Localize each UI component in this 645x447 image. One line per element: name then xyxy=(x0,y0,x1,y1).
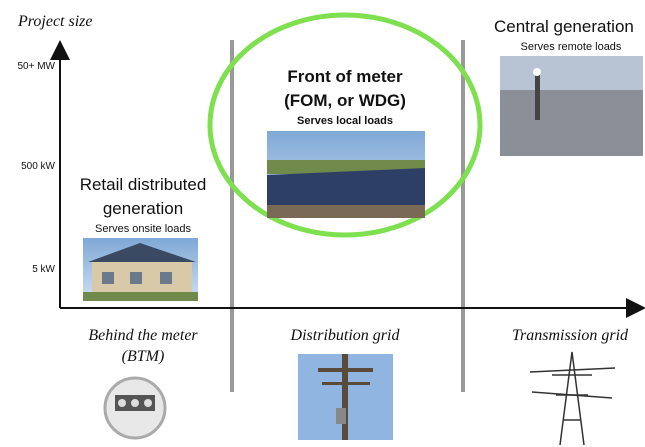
segment-title: Retail distributed xyxy=(80,175,207,194)
segment-title: generation xyxy=(103,199,183,218)
zone-label: Distribution grid xyxy=(290,327,401,344)
solar-tower-photo xyxy=(500,56,643,156)
solar-farm-photo xyxy=(267,131,425,218)
segment-subtitle: Serves local loads xyxy=(297,115,393,127)
segment-title: Central generation xyxy=(494,17,634,36)
house-photo xyxy=(83,238,198,301)
zone-label: (BTM) xyxy=(122,348,165,365)
segment-subtitle: Serves remote loads xyxy=(521,41,622,53)
axis-title: Project size xyxy=(17,13,93,30)
transmission-tower-photo xyxy=(530,352,615,445)
diagram: Project size 50+ MW 500 kW 5 kW Retail d… xyxy=(0,0,645,447)
zone-label: Behind the meter xyxy=(88,327,198,344)
segment-subtitle: Serves onsite loads xyxy=(95,223,191,235)
segment-title: Front of meter xyxy=(287,67,403,86)
level-label: 5 kW xyxy=(32,264,55,275)
segment-title: (FOM, or WDG) xyxy=(284,91,406,110)
zone-label: Transmission grid xyxy=(512,327,629,344)
meter-photo xyxy=(105,378,165,438)
level-label: 500 kW xyxy=(21,161,55,172)
power-pole-photo xyxy=(298,354,393,440)
level-label: 50+ MW xyxy=(17,61,55,72)
